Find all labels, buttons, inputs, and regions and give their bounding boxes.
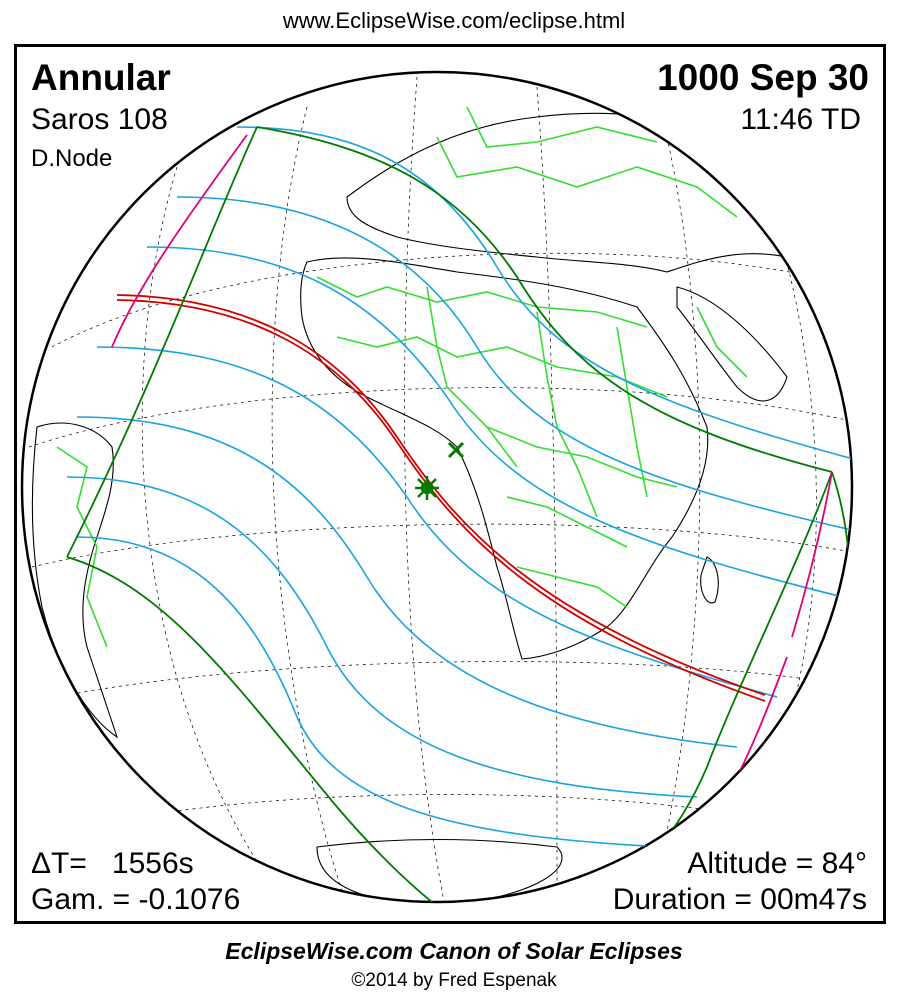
eclipse-time: 11:46 TD: [740, 103, 861, 136]
duration-value: Duration = 00m47s: [612, 883, 867, 916]
gamma-value: Gam. = -0.1076: [31, 883, 241, 916]
delta-t-value: ΔT= 1556s: [31, 847, 194, 880]
altitude-value: Altitude = 84°: [687, 847, 867, 880]
political-borders: [56, 106, 748, 648]
source-url: www.EclipseWise.com/eclipse.html: [282, 8, 626, 33]
eclipse-date: 1000 Sep 30: [657, 57, 869, 98]
greatest-eclipse-star-marker: [415, 476, 439, 500]
central-path: [116, 294, 766, 702]
eclipse-type: Annular: [31, 57, 171, 98]
magnitude-lines: [66, 126, 852, 848]
footer-title: EclipseWise.com Canon of Solar Eclipses: [225, 938, 683, 964]
footer-copyright: ©2014 by Fred Espenak: [351, 970, 557, 991]
eclipse-map-frame: Annular Saros 108 D.Node 1000 Sep 30 11:…: [14, 44, 886, 924]
node-label: D.Node: [31, 145, 113, 172]
orthographic-globe-map: [20, 70, 854, 904]
saros-number: Saros 108: [31, 103, 168, 136]
subsolar-cross-marker: [447, 441, 465, 459]
